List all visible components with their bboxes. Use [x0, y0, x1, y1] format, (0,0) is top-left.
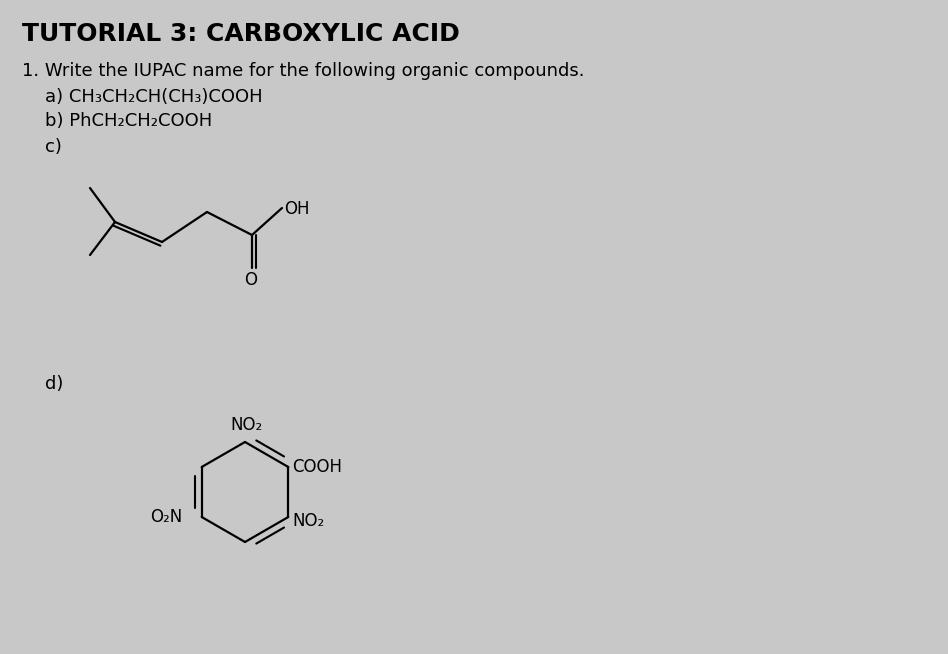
Text: NO₂: NO₂	[230, 416, 263, 434]
Text: NO₂: NO₂	[292, 512, 324, 530]
Text: COOH: COOH	[292, 458, 342, 476]
Text: TUTORIAL 3: CARBOXYLIC ACID: TUTORIAL 3: CARBOXYLIC ACID	[22, 22, 460, 46]
Text: O: O	[244, 271, 257, 289]
Text: b) PhCH₂CH₂COOH: b) PhCH₂CH₂COOH	[45, 112, 212, 130]
Text: a) CH₃CH₂CH(CH₃)COOH: a) CH₃CH₂CH(CH₃)COOH	[45, 88, 263, 106]
Text: d): d)	[45, 375, 64, 393]
Text: O₂N: O₂N	[150, 508, 182, 526]
Text: 1. Write the IUPAC name for the following organic compounds.: 1. Write the IUPAC name for the followin…	[22, 62, 585, 80]
Text: c): c)	[45, 138, 62, 156]
Text: OH: OH	[284, 200, 309, 218]
